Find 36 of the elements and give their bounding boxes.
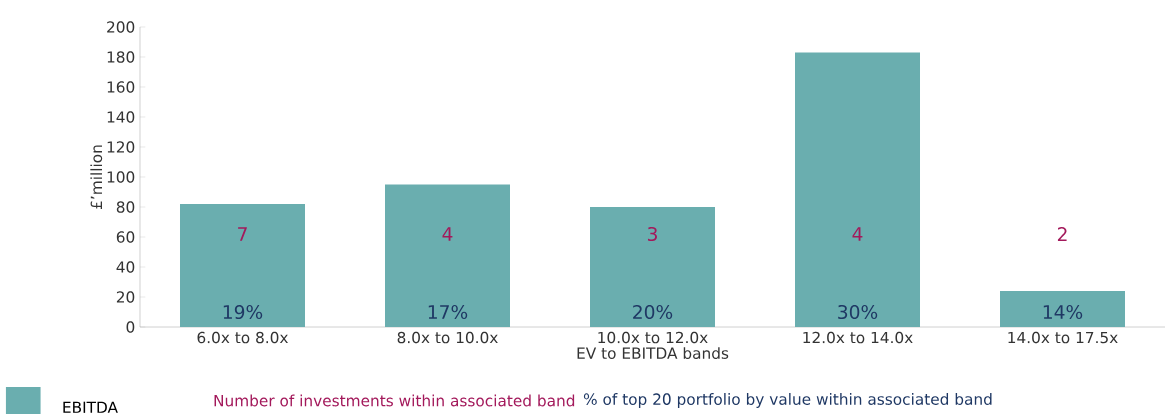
- y-tick-label: 180: [107, 51, 135, 63]
- y-tick-label: 0: [126, 321, 135, 333]
- text: Number of investments within associated band: [214, 394, 575, 407]
- x-tick-label: 6.0x to 8.0x: [197, 331, 289, 344]
- y-tick-label: 60: [116, 231, 135, 243]
- x-tick-label: 8.0x to 10.0x: [397, 331, 498, 344]
- y-tick-label: 140: [107, 111, 135, 123]
- y-tick-label: 40: [116, 261, 135, 273]
- bar: [1000, 291, 1126, 327]
- y-tick-label: 80: [116, 201, 135, 213]
- annotation: 4: [852, 227, 863, 241]
- annotation: 17%: [428, 304, 468, 320]
- y-tick-label: 200: [107, 21, 135, 33]
- x-tick-label: 14.0x to 17.5x: [1008, 331, 1118, 344]
- y-tick-label: 160: [107, 81, 135, 93]
- annotation: 3: [647, 226, 657, 242]
- y-axis-title: £’million: [90, 145, 103, 209]
- bar: [385, 184, 510, 327]
- text: % of top 20 portfolio by value within associated band: [583, 393, 992, 408]
- annotation: 14%: [1043, 304, 1083, 320]
- annotation: 2: [1057, 227, 1067, 241]
- x-tick-label: 10.0x to 12.0x: [598, 331, 708, 344]
- annotation: 19%: [223, 304, 263, 320]
- annotation: 20%: [633, 304, 673, 320]
- legend-label: EBITDA: [63, 401, 118, 413]
- bar: [590, 207, 716, 327]
- y-tick-label: 100: [107, 171, 135, 183]
- annotation: 4: [442, 227, 453, 241]
- bar: [180, 204, 305, 327]
- annotation: 7: [238, 227, 247, 241]
- x-axis-title: EV to EBITDA bands: [577, 347, 729, 359]
- y-tick-label: 20: [116, 291, 135, 303]
- x-tick-label: 12.0x to 14.0x: [803, 331, 913, 344]
- bar: [795, 52, 921, 327]
- y-tick-label: 120: [107, 141, 135, 153]
- annotation: 30%: [838, 304, 878, 320]
